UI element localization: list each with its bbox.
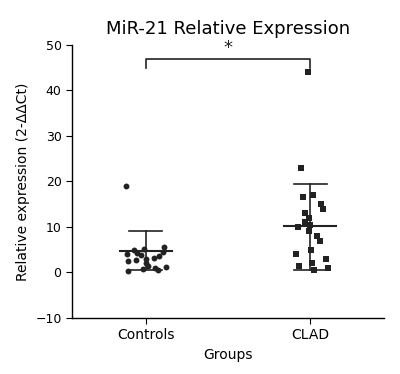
Point bbox=[310, 192, 316, 198]
Y-axis label: Relative expression (2-ΔΔCt): Relative expression (2-ΔΔCt) bbox=[16, 82, 30, 280]
Point bbox=[317, 237, 323, 243]
Point bbox=[302, 210, 308, 216]
Point bbox=[124, 251, 130, 257]
Point bbox=[122, 183, 129, 189]
Point bbox=[306, 215, 312, 221]
Point bbox=[306, 222, 313, 228]
Point bbox=[160, 249, 166, 255]
Point bbox=[305, 69, 312, 75]
Point bbox=[141, 246, 147, 252]
Point bbox=[150, 255, 157, 261]
Point bbox=[292, 251, 299, 257]
Point bbox=[133, 257, 139, 263]
Title: MiR-21 Relative Expression: MiR-21 Relative Expression bbox=[106, 20, 350, 38]
Point bbox=[323, 256, 330, 262]
Point bbox=[314, 233, 320, 239]
Point bbox=[295, 224, 302, 230]
Point bbox=[308, 247, 314, 253]
Point bbox=[156, 254, 162, 260]
Point bbox=[298, 165, 304, 171]
Point bbox=[124, 258, 131, 264]
Point bbox=[318, 201, 324, 207]
Point bbox=[155, 267, 161, 273]
Text: *: * bbox=[224, 39, 232, 57]
Point bbox=[320, 206, 327, 212]
Point bbox=[125, 269, 131, 275]
Point bbox=[309, 260, 315, 266]
Point bbox=[296, 263, 303, 269]
Point bbox=[138, 252, 144, 258]
Point bbox=[134, 250, 140, 256]
Point bbox=[130, 247, 137, 253]
Point bbox=[300, 194, 306, 200]
Point bbox=[311, 267, 317, 273]
Point bbox=[325, 265, 331, 271]
Point bbox=[143, 260, 149, 266]
Point bbox=[140, 266, 146, 272]
Point bbox=[143, 256, 149, 262]
X-axis label: Groups: Groups bbox=[203, 348, 253, 362]
Point bbox=[302, 219, 308, 225]
Point bbox=[152, 265, 159, 271]
Point bbox=[144, 263, 151, 269]
Point bbox=[306, 229, 312, 234]
Point bbox=[163, 264, 170, 270]
Point bbox=[161, 244, 168, 250]
